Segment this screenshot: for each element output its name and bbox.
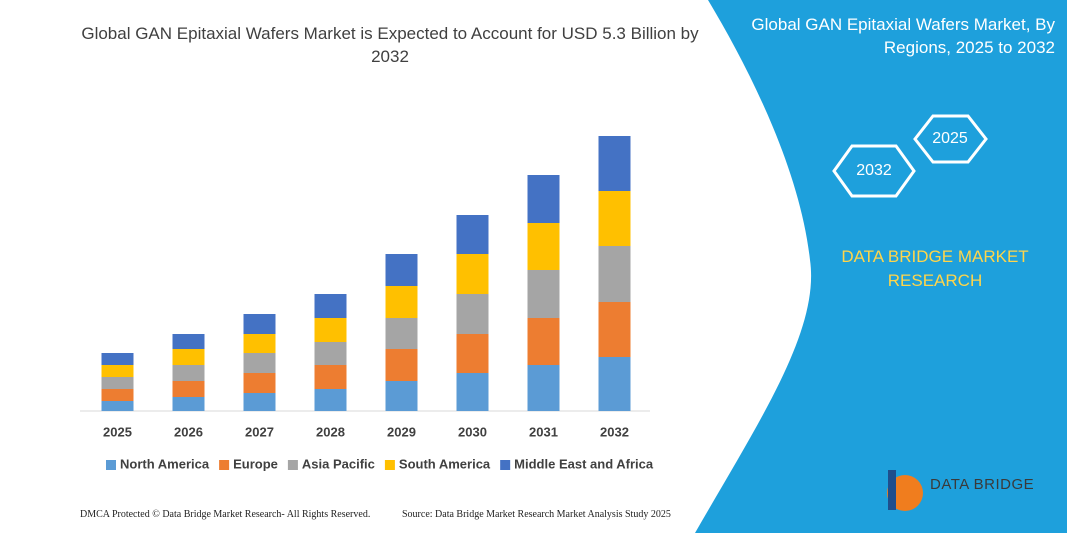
bar-segment <box>172 381 205 397</box>
x-tick-label: 2029 <box>387 424 416 439</box>
bar-segment <box>598 136 631 191</box>
legend-swatch <box>106 460 116 470</box>
bar-segment <box>527 365 560 411</box>
bar-segment <box>101 401 134 411</box>
bar-segment <box>314 365 347 389</box>
bar-segment <box>385 286 418 318</box>
legend-swatch <box>384 460 395 470</box>
legend-label: South America <box>399 456 491 471</box>
logo-text: DATA BRIDGE <box>930 476 1035 493</box>
bar-segment <box>172 349 205 365</box>
legend-swatch <box>287 460 298 470</box>
x-tick-label: 2026 <box>174 424 203 439</box>
bar-segment <box>243 393 276 411</box>
chart-title: Global GAN Epitaxial Wafers Market is Ex… <box>81 24 699 66</box>
bar-segment <box>101 377 134 389</box>
bar-segment <box>101 365 134 377</box>
side-panel <box>695 0 1067 533</box>
bar-segment <box>456 254 489 294</box>
hexagon <box>913 114 988 164</box>
bar-segment <box>456 294 489 334</box>
hexagon-label: 2032 <box>856 162 892 179</box>
bar-segment <box>243 314 276 334</box>
bar-segment <box>314 342 347 365</box>
bar-segment <box>243 334 276 353</box>
bar-segment <box>314 389 347 411</box>
legend-label: Europe <box>233 456 278 471</box>
bar-segment <box>172 334 205 349</box>
hexagon-label: 2025 <box>932 130 968 147</box>
x-tick-label: 2028 <box>316 424 345 439</box>
bar-segment <box>598 191 631 246</box>
x-tick-label: 2027 <box>245 424 274 439</box>
x-tick-label: 2031 <box>529 424 558 439</box>
bar-segment <box>456 215 489 254</box>
bar-segment <box>527 175 560 223</box>
bar-segment <box>101 353 134 365</box>
legend-swatch <box>500 460 511 470</box>
bar-segment <box>172 365 205 381</box>
bar-segment <box>598 357 631 411</box>
bar-segment <box>243 353 276 373</box>
bar-segment <box>527 223 560 270</box>
footer-source: Source: Data Bridge Market Research Mark… <box>402 509 671 520</box>
bar-segment <box>101 389 134 401</box>
legend-label: Middle East and Africa <box>514 456 654 471</box>
bar-segment <box>385 254 418 286</box>
legend-label: North America <box>120 456 210 471</box>
brand: DATA BRIDGE MARKET RESEARCH <box>841 247 1029 290</box>
bar-segment <box>456 373 489 411</box>
legend-swatch <box>219 460 230 470</box>
hexagon <box>832 144 916 198</box>
bar-segment <box>527 318 560 365</box>
bar-segment <box>385 318 418 349</box>
bar-segment <box>598 246 631 302</box>
footer-note: DMCA Protected © Data Bridge Market Rese… <box>80 509 371 520</box>
x-tick-label: 2025 <box>103 424 132 439</box>
bar-segment <box>456 334 489 373</box>
bar-segment <box>314 294 347 318</box>
plot: 2025 2026 2027 2028 2029 2030 2031 2032 North Am… <box>101 136 654 471</box>
bar-segment <box>527 270 560 318</box>
x-tick-label: 2030 <box>458 424 487 439</box>
bar-segment <box>598 302 631 357</box>
bar-segment <box>385 349 418 381</box>
x-tick-label: 2032 <box>600 424 629 439</box>
logo-icon <box>888 470 896 510</box>
bar-segment <box>172 397 205 411</box>
legend-label: Asia Pacific <box>302 456 375 471</box>
bar-segment <box>243 373 276 393</box>
panel-title: Global GAN Epitaxial Wafers Market, By R… <box>751 15 1055 57</box>
bar-segment <box>314 318 347 342</box>
bar-segment <box>385 381 418 411</box>
